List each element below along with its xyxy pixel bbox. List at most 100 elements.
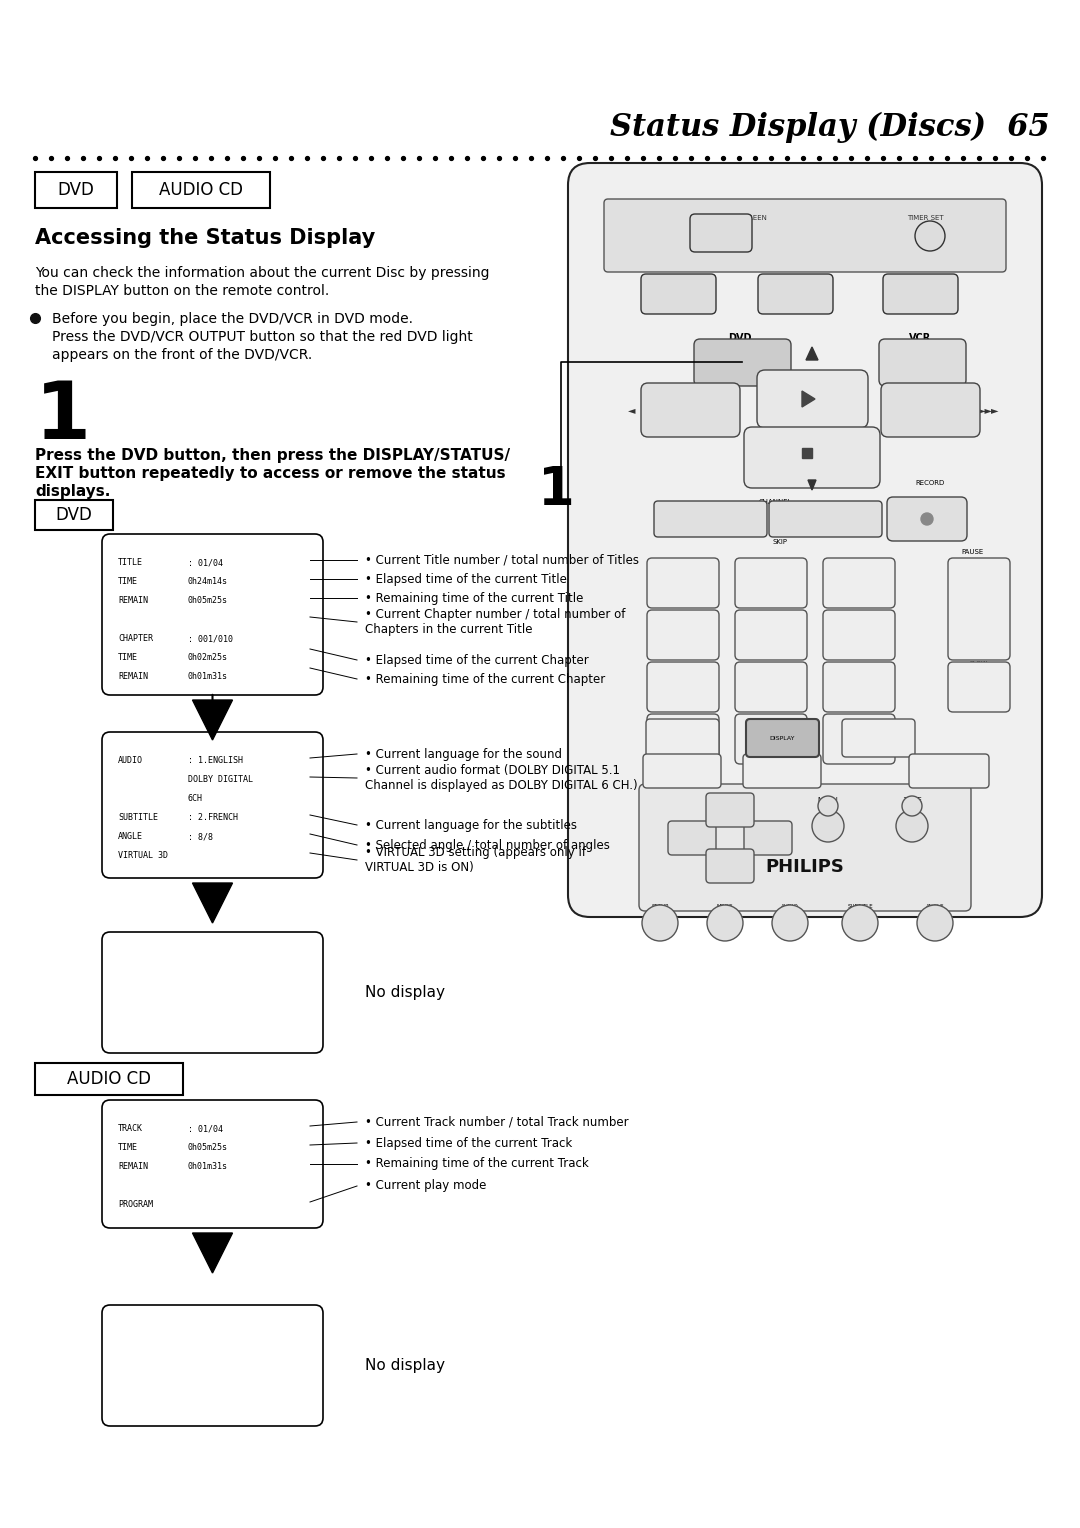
- Text: : 1.ENGLISH: : 1.ENGLISH: [188, 756, 243, 766]
- Circle shape: [902, 796, 922, 816]
- Text: MENU: MENU: [818, 798, 838, 804]
- FancyBboxPatch shape: [35, 173, 117, 208]
- Text: A-B: A-B: [972, 683, 986, 692]
- FancyBboxPatch shape: [883, 274, 958, 313]
- FancyBboxPatch shape: [132, 173, 270, 208]
- Text: ◄◄ /▼: ◄◄ /▼: [698, 515, 723, 524]
- Text: DVD: DVD: [57, 180, 94, 199]
- Text: SEARCH
MODE: SEARCH MODE: [670, 732, 694, 744]
- Text: 1: 1: [538, 465, 575, 516]
- Text: SCREEN: SCREEN: [740, 215, 767, 222]
- FancyBboxPatch shape: [746, 720, 819, 756]
- Text: • Selected angle / total number of angles: • Selected angle / total number of angle…: [365, 839, 610, 851]
- Text: • Current language for the sound: • Current language for the sound: [365, 747, 562, 761]
- Text: PAUSE: PAUSE: [961, 549, 983, 555]
- Text: 0: 0: [767, 735, 773, 744]
- FancyBboxPatch shape: [654, 501, 767, 536]
- Circle shape: [842, 905, 878, 941]
- FancyBboxPatch shape: [102, 1100, 323, 1229]
- FancyBboxPatch shape: [909, 753, 989, 788]
- FancyBboxPatch shape: [647, 610, 719, 660]
- Text: : 2.FRENCH: : 2.FRENCH: [188, 813, 238, 822]
- Text: 0h05m25s: 0h05m25s: [188, 596, 228, 605]
- Text: : 01/04: : 01/04: [188, 558, 222, 567]
- FancyBboxPatch shape: [35, 500, 113, 530]
- FancyBboxPatch shape: [879, 339, 966, 387]
- Text: ANGLE: ANGLE: [926, 903, 944, 909]
- Text: ►: ►: [765, 833, 772, 843]
- Text: Status Display (Discs)  65: Status Display (Discs) 65: [610, 112, 1050, 144]
- FancyBboxPatch shape: [647, 662, 719, 712]
- Text: appears on the front of the DVD/VCR.: appears on the front of the DVD/VCR.: [52, 348, 312, 362]
- Text: TIME/SPEED: TIME/SPEED: [665, 769, 699, 773]
- Text: TITLE: TITLE: [903, 798, 921, 804]
- Text: • Remaining time of the current Title: • Remaining time of the current Title: [365, 591, 583, 605]
- Text: MODE: MODE: [717, 903, 733, 909]
- Text: the DISPLAY button on the remote control.: the DISPLAY button on the remote control…: [35, 284, 329, 298]
- Text: SKIP: SKIP: [772, 539, 787, 545]
- Text: TITLE: TITLE: [118, 558, 143, 567]
- Text: • Elapsed time of the current Title: • Elapsed time of the current Title: [365, 573, 567, 585]
- Circle shape: [772, 905, 808, 941]
- Text: • Current Track number / total Track number: • Current Track number / total Track num…: [365, 1115, 629, 1129]
- Text: ◄: ◄: [688, 833, 696, 843]
- Text: ANGLE: ANGLE: [118, 833, 143, 840]
- Text: EXIT button repeatedly to access or remove the status: EXIT button repeatedly to access or remo…: [35, 466, 505, 481]
- Text: • Elapsed time of the current Chapter: • Elapsed time of the current Chapter: [365, 654, 589, 666]
- Text: : 8/8: : 8/8: [188, 833, 213, 840]
- Text: RETURN: RETURN: [901, 824, 923, 828]
- Text: MEMORY: MEMORY: [906, 292, 934, 296]
- FancyBboxPatch shape: [646, 720, 719, 756]
- FancyBboxPatch shape: [746, 720, 819, 756]
- FancyBboxPatch shape: [948, 662, 1010, 712]
- Text: CHANNEL: CHANNEL: [758, 500, 792, 504]
- Text: +10: +10: [849, 735, 867, 744]
- FancyBboxPatch shape: [743, 753, 821, 788]
- Text: AUDIO CD: AUDIO CD: [159, 180, 243, 199]
- FancyBboxPatch shape: [769, 501, 882, 536]
- Text: REPEAT: REPEAT: [937, 769, 960, 773]
- FancyBboxPatch shape: [647, 714, 719, 764]
- Circle shape: [642, 905, 678, 941]
- Text: Press the DVD/VCR OUTPUT button so that the red DVD light: Press the DVD/VCR OUTPUT button so that …: [52, 330, 473, 344]
- Text: DISPLAY: DISPLAY: [769, 735, 795, 741]
- Text: 7: 7: [679, 683, 685, 692]
- Text: REW: REW: [681, 406, 699, 416]
- Text: 6CH: 6CH: [188, 795, 203, 804]
- Text: ENTER: ENTER: [818, 824, 838, 828]
- Text: : 01/04: : 01/04: [188, 1125, 222, 1132]
- Text: 3: 3: [855, 579, 861, 587]
- Polygon shape: [806, 347, 818, 361]
- FancyBboxPatch shape: [744, 426, 880, 487]
- Text: STOP: STOP: [801, 455, 823, 465]
- FancyBboxPatch shape: [735, 714, 807, 764]
- Text: DVD: DVD: [728, 333, 752, 342]
- Text: • Current play mode: • Current play mode: [365, 1180, 486, 1192]
- Text: • VIRTUAL 3D setting (appears only if
VIRTUAL 3D is ON): • VIRTUAL 3D setting (appears only if VI…: [365, 847, 586, 874]
- FancyBboxPatch shape: [881, 384, 980, 437]
- Text: F.FWD: F.FWD: [918, 406, 942, 416]
- Text: 6: 6: [855, 631, 861, 640]
- FancyBboxPatch shape: [887, 497, 967, 541]
- Text: VIRTUAL 3D: VIRTUAL 3D: [118, 851, 168, 860]
- FancyBboxPatch shape: [842, 720, 915, 756]
- FancyBboxPatch shape: [669, 821, 716, 856]
- Text: 0h01m31s: 0h01m31s: [188, 1161, 228, 1170]
- FancyBboxPatch shape: [102, 533, 323, 695]
- Text: Before you begin, place the DVD/VCR in DVD mode.: Before you begin, place the DVD/VCR in D…: [52, 312, 413, 325]
- Text: TIME: TIME: [118, 1143, 138, 1152]
- FancyBboxPatch shape: [604, 199, 1005, 272]
- FancyBboxPatch shape: [690, 214, 752, 252]
- Text: DVD: DVD: [731, 358, 753, 367]
- Text: • Remaining time of the current Track: • Remaining time of the current Track: [365, 1158, 589, 1170]
- FancyBboxPatch shape: [735, 558, 807, 608]
- Text: DISPLAY: DISPLAY: [769, 735, 795, 741]
- Text: TIME: TIME: [118, 652, 138, 662]
- Polygon shape: [802, 391, 815, 406]
- FancyBboxPatch shape: [639, 784, 971, 911]
- Circle shape: [917, 905, 953, 941]
- Text: STATUS/EXIT: STATUS/EXIT: [765, 769, 799, 773]
- Polygon shape: [808, 480, 816, 490]
- FancyBboxPatch shape: [823, 662, 895, 712]
- Polygon shape: [802, 448, 812, 458]
